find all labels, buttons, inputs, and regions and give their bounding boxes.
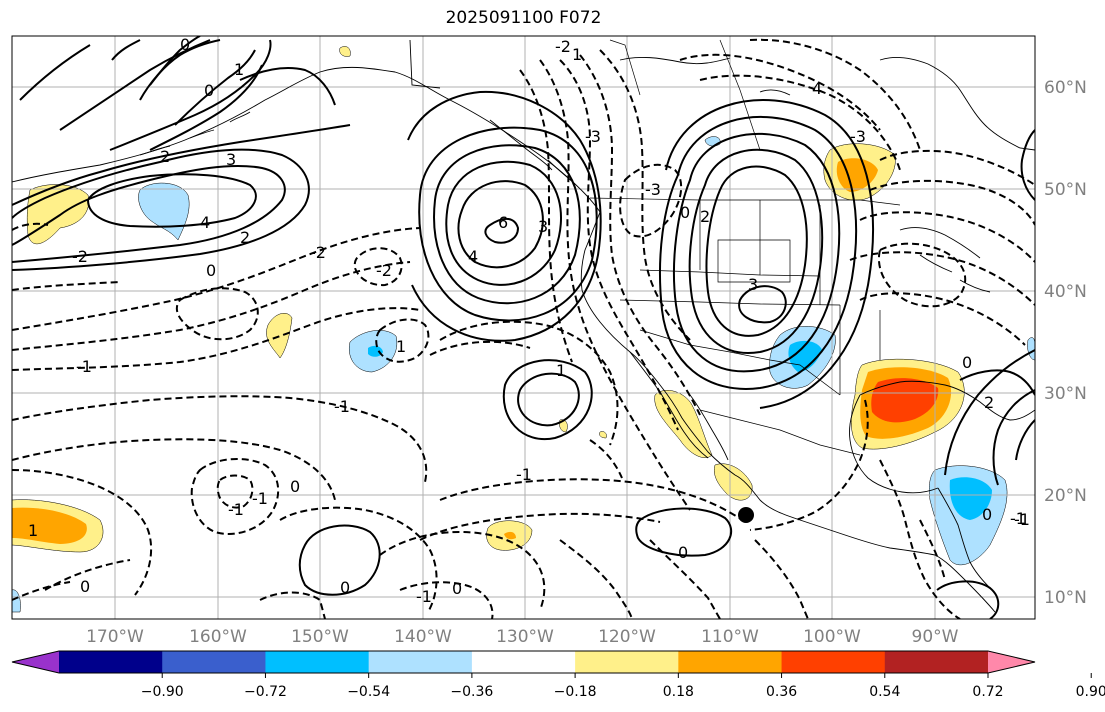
colorbar-segment xyxy=(575,651,679,673)
colorbar: −0.90 −0.72 −0.54 −0.36 −0.18 0.18 0.36 0.54 0.7… xyxy=(11,650,1105,700)
map-title: 2025091100 F072 xyxy=(445,8,602,28)
contour-label: 0 xyxy=(180,35,190,54)
contour-label: -3 xyxy=(850,127,866,146)
contour-label: -1 xyxy=(416,587,432,606)
contour-label: 1 xyxy=(556,361,566,380)
colorbar-segment xyxy=(884,651,989,673)
colorbar-labels: −0.90 −0.72 −0.54 −0.36 −0.18 0.18 0.36 0.54 0.7… xyxy=(141,673,1105,700)
contour-label: 1 xyxy=(396,337,406,356)
contour-label: 0 xyxy=(452,579,462,598)
lat-tick-label: 50°N xyxy=(1044,180,1087,200)
contour-label: -2 xyxy=(72,247,88,266)
contour-label: -2 xyxy=(310,243,326,262)
contour-label: 0 xyxy=(680,203,690,222)
contour-label: 0 xyxy=(982,505,992,524)
contour-label: -3 xyxy=(585,127,601,146)
colorbar-extend-min xyxy=(12,651,59,673)
colorbar-segment xyxy=(265,651,370,673)
contour-label: 0 xyxy=(206,261,216,280)
lon-tick-label: 90°W xyxy=(912,627,959,647)
colorbar-segment xyxy=(781,651,886,673)
contour-label: -2 xyxy=(376,261,392,280)
latitude-labels: 60°N 50°N 40°N 30°N 20°N 10°N xyxy=(1044,78,1087,608)
contour-label: -1 xyxy=(334,397,350,416)
contour-label: 0 xyxy=(678,543,688,562)
contour-label: 1 xyxy=(234,60,244,79)
dashed-contours xyxy=(12,38,1035,619)
lat-tick-label: 20°N xyxy=(1044,486,1087,506)
colorbar-segment xyxy=(162,651,266,673)
contour-label: -1 xyxy=(76,357,92,376)
contour-label: 3 xyxy=(748,275,758,294)
colorbar-tick-label: 0.72 xyxy=(972,684,1003,700)
contour-lines xyxy=(12,36,1035,619)
colorbar-tick-label: −0.90 xyxy=(141,684,184,700)
contour-label: -2 xyxy=(555,37,571,56)
lon-tick-label: 100°W xyxy=(803,627,861,647)
gridlines xyxy=(12,36,1035,619)
colorbar-segment xyxy=(678,651,783,673)
contour-label: 0 xyxy=(962,353,972,372)
lat-tick-label: 30°N xyxy=(1044,384,1087,404)
colorbar-tick-label: 0.54 xyxy=(869,684,900,700)
map-frame xyxy=(11,35,1036,620)
lat-tick-label: 10°N xyxy=(1044,588,1087,608)
colorbar-outline xyxy=(11,650,1036,674)
lat-tick-label: 60°N xyxy=(1044,78,1087,98)
contour-label: 2 xyxy=(984,393,994,412)
contour-label: 3 xyxy=(226,150,236,169)
lon-tick-label: 130°W xyxy=(496,627,554,647)
colorbar-tick-label: 0.90 xyxy=(1076,684,1105,700)
contour-label: 0 xyxy=(204,81,214,100)
contour-label: 1 xyxy=(572,45,582,64)
colorbar-segment xyxy=(368,651,473,673)
contour-label: 4 xyxy=(200,213,210,232)
contour-label: 6 xyxy=(498,213,508,232)
contour-label: 0 xyxy=(80,577,90,596)
contour-label: 1 xyxy=(28,521,38,540)
lat-tick-label: 40°N xyxy=(1044,282,1087,302)
contour-label: -1 xyxy=(1014,510,1030,529)
contour-label: 2 xyxy=(160,147,170,166)
map-panel: 0 1 2 3 4 2 0 -2 -2 6 4 3 -3 -2 0 2 3 -3… xyxy=(12,35,1035,619)
political-borders xyxy=(589,39,901,456)
contour-label: -1 xyxy=(228,500,244,519)
contour-label: 2 xyxy=(700,207,710,226)
longitude-labels: 170°W 160°W 150°W 140°W 130°W 120°W 110°… xyxy=(86,627,959,647)
colorbar-tick-label: −0.18 xyxy=(554,684,597,700)
lon-tick-label: 160°W xyxy=(189,627,247,647)
contour-label: 0 xyxy=(340,578,350,597)
coastlines xyxy=(12,39,1035,613)
contour-label: 4 xyxy=(812,79,822,98)
contour-label: 2 xyxy=(240,228,250,247)
lon-tick-label: 170°W xyxy=(86,627,144,647)
lon-tick-label: 120°W xyxy=(598,627,656,647)
contour-label-group: 0 1 2 3 4 2 0 -2 -2 6 4 3 -3 -2 0 2 3 -3… xyxy=(28,35,1030,606)
contour-label: -1 xyxy=(252,489,268,508)
colorbar-tick-label: −0.36 xyxy=(450,684,493,700)
colorbar-tick-label: −0.72 xyxy=(244,684,287,700)
contour-label: 4 xyxy=(468,247,478,266)
colorbar-segment xyxy=(59,651,163,673)
colorbar-tick-label: 0.36 xyxy=(766,684,797,700)
contour-label: -1 xyxy=(1010,509,1026,528)
location-marker xyxy=(738,507,754,523)
colorbar-tick-label: 0.18 xyxy=(663,684,694,700)
contour-label: 0 xyxy=(290,477,300,496)
lon-tick-label: 110°W xyxy=(701,627,759,647)
lon-tick-label: 150°W xyxy=(291,627,349,647)
contour-label: -1 xyxy=(516,465,532,484)
contour-label: -3 xyxy=(645,180,661,199)
colorbar-extend-max xyxy=(988,651,1035,673)
lon-tick-label: 140°W xyxy=(394,627,452,647)
colorbar-segment xyxy=(471,651,576,673)
colorbar-tick-label: −0.54 xyxy=(347,684,390,700)
colorbar-segments xyxy=(11,650,1036,674)
contour-label: 3 xyxy=(538,217,548,236)
